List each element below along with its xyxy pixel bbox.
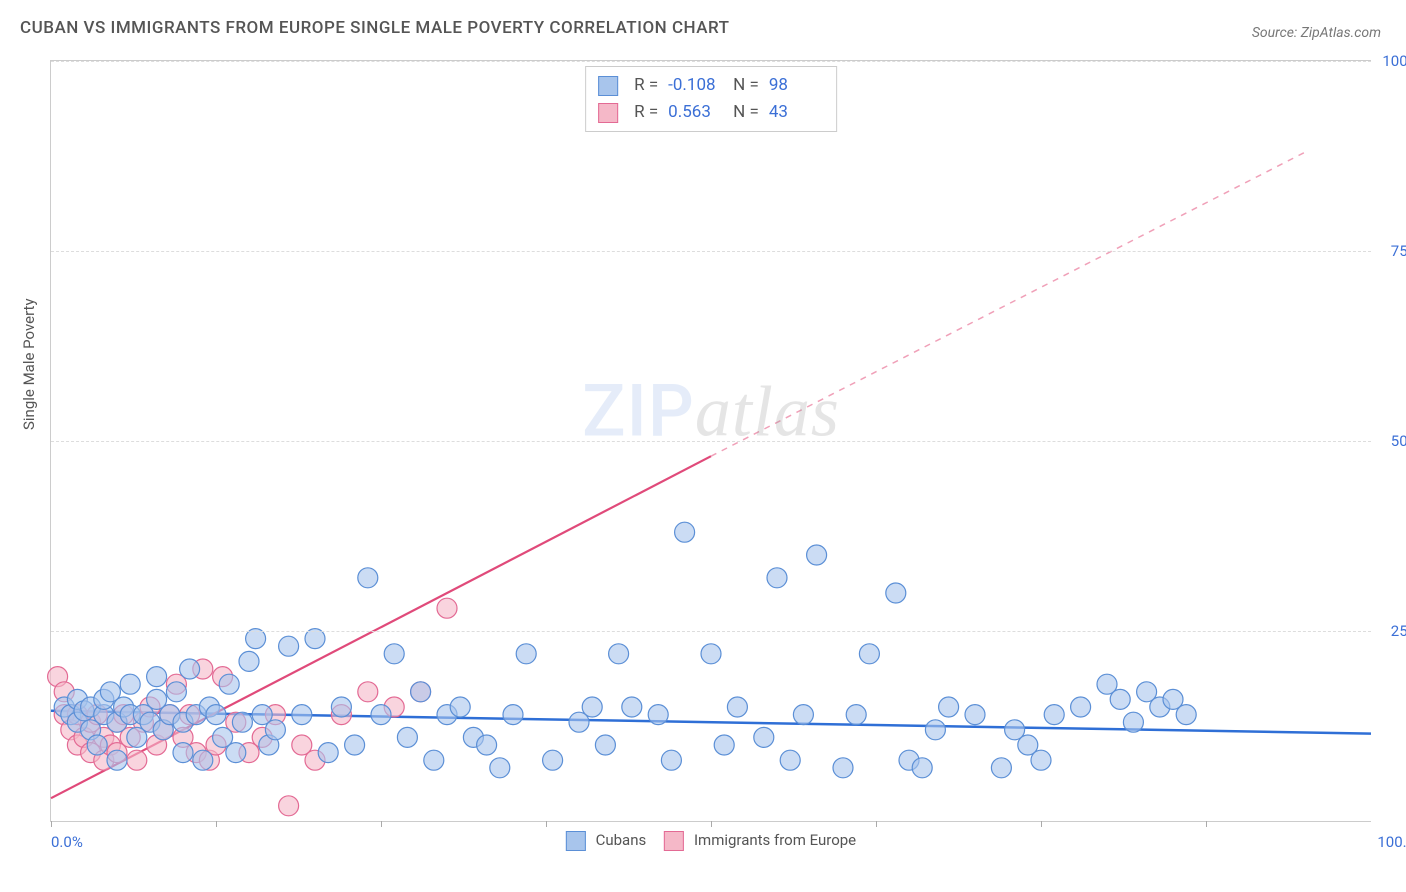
data-point — [1071, 697, 1091, 717]
data-point — [1176, 705, 1196, 725]
data-point — [120, 674, 140, 694]
data-point — [595, 735, 615, 755]
data-point — [384, 644, 404, 664]
x-tick — [711, 821, 712, 827]
x-tick — [1206, 821, 1207, 827]
data-point — [279, 636, 299, 656]
data-point — [701, 644, 721, 664]
data-point — [991, 758, 1011, 778]
stats-row-cubans: R = -0.108 N = 98 — [598, 72, 824, 99]
data-point — [807, 545, 827, 565]
x-tick — [876, 821, 877, 827]
data-point — [279, 796, 299, 816]
x-axis-min-label: 0.0% — [51, 833, 83, 851]
data-point — [180, 659, 200, 679]
x-tick — [381, 821, 382, 827]
data-point — [292, 705, 312, 725]
data-point — [371, 705, 391, 725]
data-point — [714, 735, 734, 755]
data-point — [358, 568, 378, 588]
data-point — [727, 697, 747, 717]
grid-line — [51, 441, 1371, 442]
data-point — [345, 735, 365, 755]
grid-line — [51, 631, 1371, 632]
data-point — [437, 598, 457, 618]
data-point — [87, 735, 107, 755]
data-point — [239, 651, 259, 671]
data-point — [318, 743, 338, 763]
data-point — [754, 727, 774, 747]
x-tick — [546, 821, 547, 827]
data-point — [1031, 750, 1051, 770]
swatch-blue — [598, 76, 618, 96]
data-point — [397, 727, 417, 747]
data-point — [265, 720, 285, 740]
x-tick — [51, 821, 52, 827]
data-point — [793, 705, 813, 725]
data-point — [477, 735, 497, 755]
y-tick-label: 75.0% — [1391, 242, 1406, 260]
y-tick-label: 50.0% — [1391, 432, 1406, 450]
data-point — [503, 705, 523, 725]
y-tick-label: 25.0% — [1391, 622, 1406, 640]
data-point — [912, 758, 932, 778]
stats-row-europe: R = 0.563 N = 43 — [598, 99, 824, 126]
data-point — [833, 758, 853, 778]
data-point — [965, 705, 985, 725]
data-point — [846, 705, 866, 725]
data-point — [609, 644, 629, 664]
data-point — [166, 682, 186, 702]
data-point — [107, 750, 127, 770]
data-point — [450, 697, 470, 717]
data-point — [226, 743, 246, 763]
chart-title: CUBAN VS IMMIGRANTS FROM EUROPE SINGLE M… — [20, 18, 730, 38]
data-point — [358, 682, 378, 702]
data-point — [1044, 705, 1064, 725]
series-legend: Cubans Immigrants from Europe — [566, 831, 856, 851]
data-point — [543, 750, 563, 770]
data-point — [886, 583, 906, 603]
data-point — [939, 697, 959, 717]
data-point — [516, 644, 536, 664]
data-point — [780, 750, 800, 770]
data-point — [232, 712, 252, 732]
x-axis-max-label: 100.0% — [1377, 833, 1406, 851]
data-point — [147, 667, 167, 687]
data-point — [582, 697, 602, 717]
y-axis-label: Single Male Poverty — [20, 298, 38, 430]
y-tick-label: 100.0% — [1382, 52, 1406, 70]
grid-line — [51, 251, 1371, 252]
data-point — [424, 750, 444, 770]
data-point — [219, 674, 239, 694]
data-point — [1123, 712, 1143, 732]
x-tick — [1041, 821, 1042, 827]
data-point — [331, 697, 351, 717]
legend-item-europe: Immigrants from Europe — [664, 831, 856, 851]
source-attribution: Source: ZipAtlas.com — [1252, 25, 1381, 41]
data-point — [661, 750, 681, 770]
data-point — [206, 705, 226, 725]
data-point — [490, 758, 510, 778]
data-point — [411, 682, 431, 702]
data-point — [859, 644, 879, 664]
legend-item-cubans: Cubans — [566, 831, 646, 851]
data-point — [648, 705, 668, 725]
data-point — [127, 750, 147, 770]
data-point — [675, 522, 695, 542]
grid-line — [51, 61, 1371, 62]
swatch-pink — [598, 103, 618, 123]
correlation-stats-legend: R = -0.108 N = 98 R = 0.563 N = 43 — [585, 66, 837, 132]
chart-plot-area: ZIPatlas R = -0.108 N = 98 R = 0.563 N =… — [50, 60, 1371, 822]
data-point — [925, 720, 945, 740]
data-point — [767, 568, 787, 588]
data-point — [193, 750, 213, 770]
x-tick — [216, 821, 217, 827]
data-point — [622, 697, 642, 717]
data-point — [173, 743, 193, 763]
data-point — [1110, 689, 1130, 709]
